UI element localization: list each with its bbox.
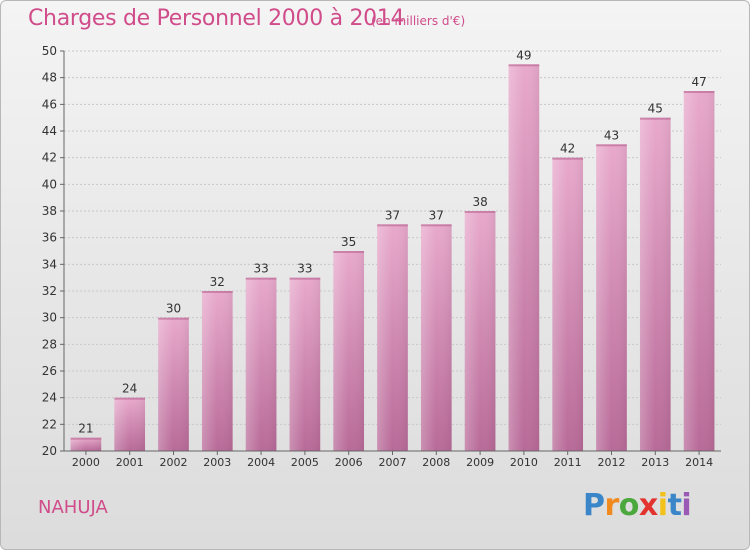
bar-top-edge	[420, 224, 452, 227]
x-tick-label: 2006	[335, 456, 363, 469]
y-tick-label: 38	[42, 204, 57, 218]
bar-shine	[201, 291, 233, 451]
bar-top-edge	[508, 64, 540, 67]
bar-shine	[158, 317, 189, 451]
bar-shine	[420, 224, 452, 451]
x-tick-label: 2000	[72, 456, 100, 469]
bar-value-label: 37	[385, 208, 400, 222]
y-tick-label: 34	[42, 257, 57, 271]
x-tick-label: 2007	[379, 456, 407, 469]
y-tick-label: 46	[42, 97, 57, 111]
bar-value-label: 35	[341, 235, 356, 249]
chart-subtitle: (en milliers d'€)	[371, 14, 466, 28]
bar-shine	[508, 64, 540, 452]
bar-value-label: 24	[122, 382, 137, 396]
bar-top-edge	[552, 157, 584, 160]
commune-name: NAHUJA	[38, 497, 108, 518]
x-tick-label: 2014	[685, 456, 713, 469]
y-tick-label: 28	[42, 337, 57, 351]
bar-shine	[464, 211, 496, 451]
bar-top-edge	[289, 277, 321, 280]
bar-shine	[333, 251, 365, 451]
bar-value-label: 47	[691, 75, 706, 89]
x-tick-label: 2013	[641, 456, 669, 469]
y-tick-label: 20	[42, 444, 57, 458]
bar-value-label: 42	[560, 142, 575, 156]
bar-value-label: 32	[210, 275, 225, 289]
x-tick-label: 2010	[510, 456, 538, 469]
bar-value-label: 45	[648, 102, 663, 116]
labels-layer: 21 24 30 32 33 33 35 37 37 38 49 42 43 45 47	[78, 48, 706, 435]
y-tick-label: 50	[42, 44, 57, 58]
x-tick-label: 2011	[554, 456, 582, 469]
bars-layer	[70, 64, 715, 452]
bar-value-label: 37	[429, 208, 444, 222]
bar-value-label: 43	[604, 128, 619, 142]
bar-top-edge	[114, 397, 146, 400]
bar-value-label: 49	[516, 48, 531, 62]
bar-shine	[552, 157, 584, 451]
bar-top-edge	[158, 317, 189, 320]
y-tick-label: 30	[42, 311, 57, 325]
bar-shine	[289, 277, 321, 451]
y-tick-label: 26	[42, 364, 57, 378]
y-tick-label: 44	[42, 124, 57, 138]
x-tick-label: 2004	[247, 456, 275, 469]
x-tick-label: 2002	[160, 456, 188, 469]
bar-value-label: 30	[166, 302, 181, 316]
y-tick-label: 42	[42, 151, 57, 165]
y-tick-label: 32	[42, 284, 57, 298]
x-tick-label: 2005	[291, 456, 319, 469]
bar-value-label: 21	[78, 422, 93, 436]
bar-value-label: 38	[472, 195, 487, 209]
bar-top-edge	[377, 224, 408, 227]
proxiti-logo[interactable]: Proxiti	[583, 488, 692, 523]
bar-shine	[683, 91, 715, 451]
bar-top-edge	[333, 251, 365, 253]
y-tick-label: 22	[42, 417, 57, 431]
bar-value-label: 33	[253, 262, 268, 276]
bar-top-edge	[70, 437, 102, 440]
y-tick-label: 36	[42, 231, 57, 245]
bar-shine	[377, 224, 408, 451]
x-tick-label: 2008	[422, 456, 450, 469]
x-tick-label: 2003	[203, 456, 231, 469]
x-tick-label: 2009	[466, 456, 494, 469]
bar-top-edge	[639, 117, 671, 120]
bar-shine	[245, 277, 277, 451]
x-tick-label: 2012	[598, 456, 626, 469]
bar-top-edge	[683, 91, 715, 93]
y-tick-label: 48	[42, 71, 57, 85]
bar-shine	[114, 397, 146, 451]
bar-shine	[70, 437, 102, 451]
bar-top-edge	[201, 291, 233, 293]
bar-shine	[596, 144, 627, 452]
y-tick-label: 40	[42, 177, 57, 191]
chart-title: Charges de Personnel 2000 à 2014	[28, 6, 405, 31]
x-tick-label: 2001	[116, 456, 144, 469]
bar-shine	[639, 117, 671, 452]
bar-top-edge	[596, 144, 627, 147]
y-tick-label: 24	[42, 391, 57, 405]
bar-top-edge	[245, 277, 277, 280]
bar-top-edge	[464, 211, 496, 213]
bar-value-label: 33	[297, 262, 312, 276]
axis-layer: 20 22 24 26 28 30 32 34 36 38 40 42 44 46 48 50 2000 2001…	[42, 44, 721, 469]
